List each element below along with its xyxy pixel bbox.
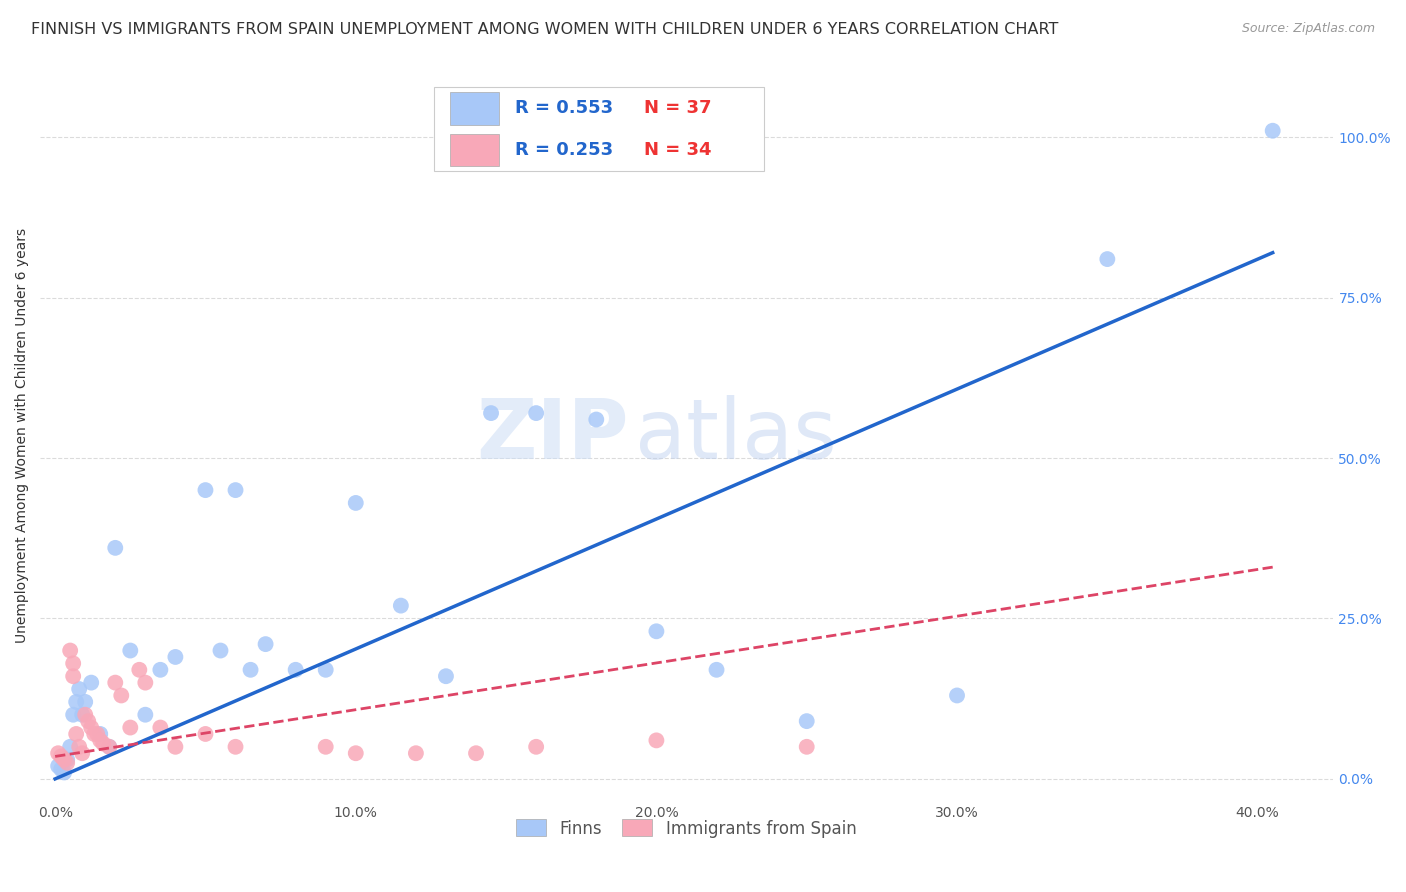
Point [59, 739, 82, 754]
Point [65, 727, 87, 741]
Point [524, 739, 547, 754]
Point [225, 483, 247, 497]
Point [479, 406, 502, 420]
Point [62, 657, 84, 671]
Point [70, 746, 93, 760]
Point [89, 733, 111, 747]
Point [89, 727, 111, 741]
Point [134, 675, 156, 690]
Point [165, 739, 187, 754]
Point [796, 714, 818, 728]
Point [796, 739, 818, 754]
Point [1097, 252, 1119, 266]
Point [104, 541, 127, 555]
Point [645, 624, 668, 639]
Point [75, 695, 97, 709]
Text: atlas: atlas [634, 395, 837, 476]
Point [120, 643, 142, 657]
Point [946, 689, 969, 703]
Point [405, 746, 427, 760]
Point [46, 759, 69, 773]
Point [134, 707, 156, 722]
Point [194, 727, 217, 741]
FancyBboxPatch shape [450, 92, 499, 125]
Point [344, 496, 367, 510]
Point [524, 406, 547, 420]
Point [53, 765, 76, 780]
Point [585, 412, 607, 426]
Point [165, 650, 187, 665]
Point [315, 739, 337, 754]
Point [194, 483, 217, 497]
Point [53, 753, 76, 767]
Point [46, 746, 69, 760]
Point [1261, 124, 1284, 138]
Point [706, 663, 728, 677]
Point [149, 721, 172, 735]
Point [128, 663, 150, 677]
Point [86, 727, 108, 741]
Point [645, 733, 668, 747]
Point [110, 689, 132, 703]
Text: ZIP: ZIP [475, 395, 628, 476]
Point [70, 707, 93, 722]
FancyBboxPatch shape [434, 87, 763, 171]
Point [465, 746, 488, 760]
Point [62, 707, 84, 722]
Point [104, 675, 127, 690]
Point [67, 739, 90, 754]
Text: R = 0.253: R = 0.253 [515, 141, 613, 159]
Point [98, 739, 121, 754]
Point [59, 643, 82, 657]
Text: FINNISH VS IMMIGRANTS FROM SPAIN UNEMPLOYMENT AMONG WOMEN WITH CHILDREN UNDER 6 : FINNISH VS IMMIGRANTS FROM SPAIN UNEMPLO… [31, 22, 1059, 37]
Point [209, 643, 232, 657]
Point [65, 695, 87, 709]
Point [91, 737, 114, 751]
Y-axis label: Unemployment Among Women with Children Under 6 years: Unemployment Among Women with Children U… [15, 228, 30, 643]
Point [254, 637, 277, 651]
Point [344, 746, 367, 760]
Point [80, 721, 103, 735]
Point [225, 739, 247, 754]
Point [77, 714, 100, 728]
Point [434, 669, 457, 683]
Point [284, 663, 307, 677]
Point [315, 663, 337, 677]
Point [239, 663, 262, 677]
Text: Source: ZipAtlas.com: Source: ZipAtlas.com [1241, 22, 1375, 36]
Legend: Finns, Immigrants from Spain: Finns, Immigrants from Spain [510, 813, 863, 844]
Point [67, 681, 90, 696]
Text: N = 37: N = 37 [644, 99, 711, 118]
Point [120, 721, 142, 735]
Point [149, 663, 172, 677]
Point [389, 599, 412, 613]
Point [49, 749, 72, 764]
Point [56, 756, 79, 770]
Point [75, 707, 97, 722]
Point [49, 762, 72, 776]
Point [56, 753, 79, 767]
Point [62, 669, 84, 683]
Point [80, 675, 103, 690]
Text: R = 0.553: R = 0.553 [515, 99, 613, 118]
Point [98, 739, 121, 754]
Point [83, 727, 105, 741]
FancyBboxPatch shape [450, 134, 499, 166]
Text: N = 34: N = 34 [644, 141, 711, 159]
